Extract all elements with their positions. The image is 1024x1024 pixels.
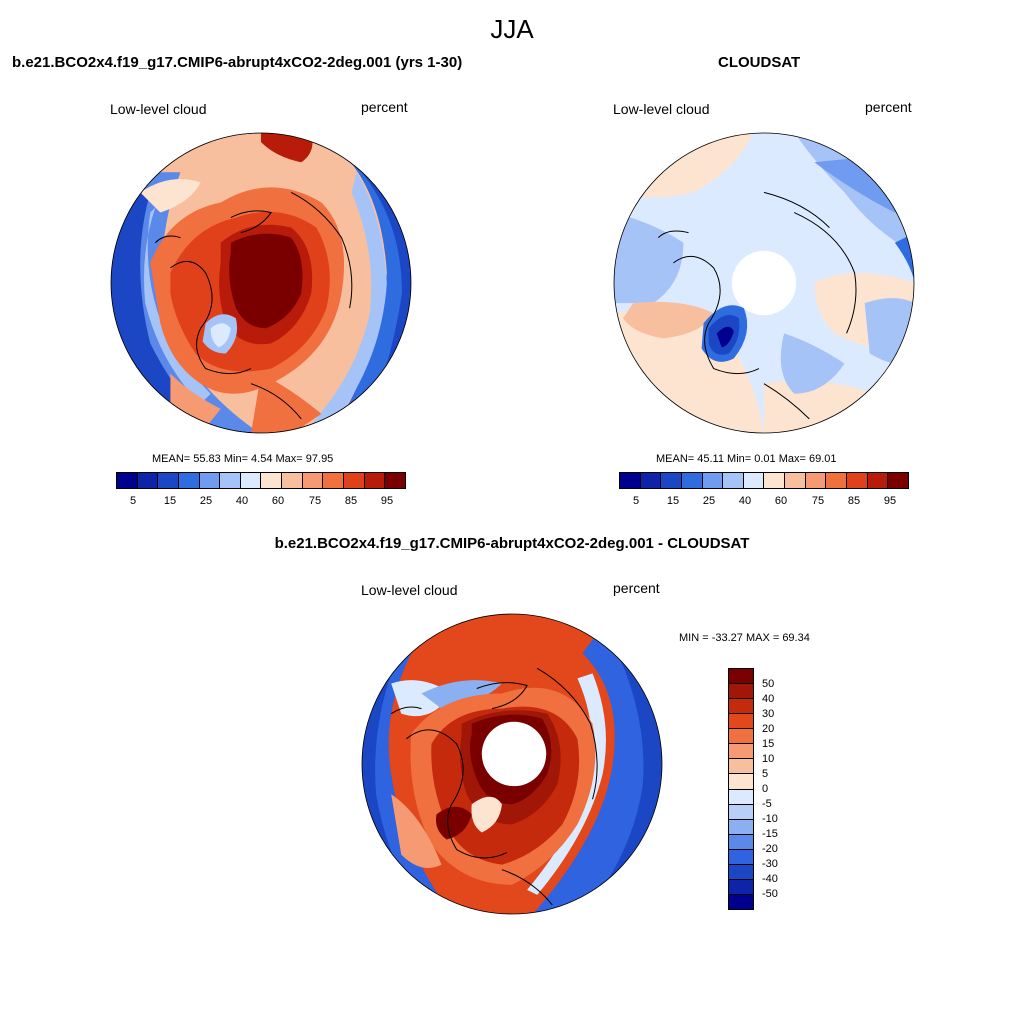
model-colorbar-bin — [344, 473, 365, 488]
diff-colorbar-labels: 50 40 30 20 15 10 5 0 -5 -10 -15 -20 -30… — [762, 678, 802, 903]
model-panel-title: b.e21.BCO2x4.f19_g17.CMIP6-abrupt4xCO2-2… — [12, 54, 463, 71]
diff-colorbar-bin — [729, 804, 753, 820]
obs-colorbar — [619, 472, 909, 489]
colorbar-tick-label: 5 — [632, 495, 640, 507]
model-colorbar — [116, 472, 406, 489]
diff-colorbar-bin — [729, 744, 753, 760]
obs-colorbar-bin — [888, 473, 908, 488]
colorbar-tick-label: 15 — [666, 495, 680, 507]
colorbar-tick-label: -20 — [762, 843, 778, 855]
obs-colorbar-bin — [764, 473, 786, 488]
model-colorbar-bin — [261, 473, 283, 488]
obs-colorbar-bin — [847, 473, 868, 488]
obs-colorbar-bin — [743, 473, 765, 488]
model-stats: MEAN= 55.83 Min= 4.54 Max= 97.95 — [152, 453, 334, 465]
model-colorbar-bin — [282, 473, 303, 488]
obs-colorbar-bin — [620, 473, 641, 488]
model-colorbar-bin — [199, 473, 221, 488]
colorbar-tick-label: 30 — [762, 708, 775, 720]
model-colorbar-bin — [323, 473, 345, 488]
diff-colorbar-bin — [729, 699, 753, 715]
diff-colorbar — [728, 668, 754, 910]
colorbar-tick-label: 60 — [774, 495, 788, 507]
obs-colorbar-bin — [723, 473, 744, 488]
colorbar-tick-label: 20 — [762, 723, 775, 735]
colorbar-tick-label: 85 — [344, 495, 358, 507]
colorbar-tick-label: -15 — [762, 828, 778, 840]
diff-colorbar-bin — [729, 789, 753, 805]
diff-colorbar-bin — [729, 849, 753, 865]
diff-polar-map — [361, 613, 663, 915]
colorbar-tick-label: 0 — [762, 783, 769, 795]
colorbar-tick-label: -30 — [762, 858, 778, 870]
diff-colorbar-bin — [729, 759, 753, 775]
colorbar-tick-label: 10 — [762, 753, 775, 765]
colorbar-tick-label: 75 — [811, 495, 825, 507]
colorbar-tick-label: 25 — [199, 495, 213, 507]
diff-variable-label: Low-level cloud — [361, 582, 458, 598]
colorbar-tick-label: 40 — [738, 495, 752, 507]
colorbar-tick-label: -10 — [762, 813, 778, 825]
obs-colorbar-bin — [640, 473, 662, 488]
colorbar-tick-label: 5 — [129, 495, 137, 507]
model-units-label: percent — [361, 99, 408, 115]
diff-units-label: percent — [613, 580, 660, 596]
obs-colorbar-bin — [826, 473, 848, 488]
diff-colorbar-bin — [729, 669, 753, 685]
model-polar-map — [110, 132, 412, 434]
model-colorbar-bin — [385, 473, 405, 488]
obs-colorbar-bin — [702, 473, 724, 488]
colorbar-tick-label: 40 — [762, 693, 775, 705]
colorbar-tick-label: 95 — [883, 495, 897, 507]
obs-colorbar-bin — [785, 473, 806, 488]
colorbar-tick-label: 15 — [762, 738, 775, 750]
model-colorbar-bin — [137, 473, 159, 488]
colorbar-tick-label: 40 — [235, 495, 249, 507]
colorbar-tick-label: 15 — [163, 495, 177, 507]
model-colorbar-bin — [302, 473, 324, 488]
obs-colorbar-bin — [805, 473, 827, 488]
colorbar-tick-label: -40 — [762, 873, 778, 885]
obs-polar-map — [613, 132, 915, 434]
colorbar-tick-label: 85 — [847, 495, 861, 507]
diff-stats: MIN = -33.27 MAX = 69.34 — [679, 632, 810, 644]
obs-colorbar-bin — [661, 473, 682, 488]
colorbar-tick-label: 60 — [271, 495, 285, 507]
model-colorbar-bin — [364, 473, 386, 488]
obs-panel-title: CLOUDSAT — [718, 54, 801, 71]
model-variable-label: Low-level cloud — [110, 101, 207, 117]
colorbar-tick-label: 50 — [762, 678, 775, 690]
figure-title: JJA — [490, 14, 534, 44]
model-colorbar-bin — [158, 473, 179, 488]
diff-colorbar-bin — [729, 834, 753, 850]
diff-colorbar-bin — [729, 684, 753, 700]
obs-variable-label: Low-level cloud — [613, 101, 710, 117]
model-colorbar-bin — [240, 473, 262, 488]
diff-colorbar-bin — [729, 729, 753, 745]
model-colorbar-bin — [220, 473, 241, 488]
diff-colorbar-bin — [729, 774, 753, 790]
diff-panel-title: b.e21.BCO2x4.f19_g17.CMIP6-abrupt4xCO2-2… — [274, 535, 750, 552]
obs-stats: MEAN= 45.11 Min= 0.01 Max= 69.01 — [656, 453, 837, 465]
colorbar-tick-label: 5 — [762, 768, 769, 780]
colorbar-tick-label: 75 — [308, 495, 322, 507]
model-colorbar-bin — [117, 473, 138, 488]
colorbar-tick-label: -50 — [762, 888, 778, 900]
diff-colorbar-bin — [729, 714, 753, 730]
diff-colorbar-bin — [729, 894, 753, 909]
colorbar-tick-label: -5 — [762, 798, 772, 810]
obs-colorbar-bin — [867, 473, 889, 488]
colorbar-tick-label: 95 — [380, 495, 394, 507]
diff-colorbar-bin — [729, 819, 753, 835]
obs-colorbar-bin — [681, 473, 703, 488]
diff-colorbar-bin — [729, 879, 753, 895]
obs-units-label: percent — [865, 99, 912, 115]
model-colorbar-labels: 5 15 25 40 60 75 85 95 — [116, 495, 406, 509]
obs-colorbar-labels: 5 15 25 40 60 75 85 95 — [619, 495, 909, 509]
diff-colorbar-bin — [729, 864, 753, 880]
model-colorbar-bin — [178, 473, 200, 488]
colorbar-tick-label: 25 — [702, 495, 716, 507]
